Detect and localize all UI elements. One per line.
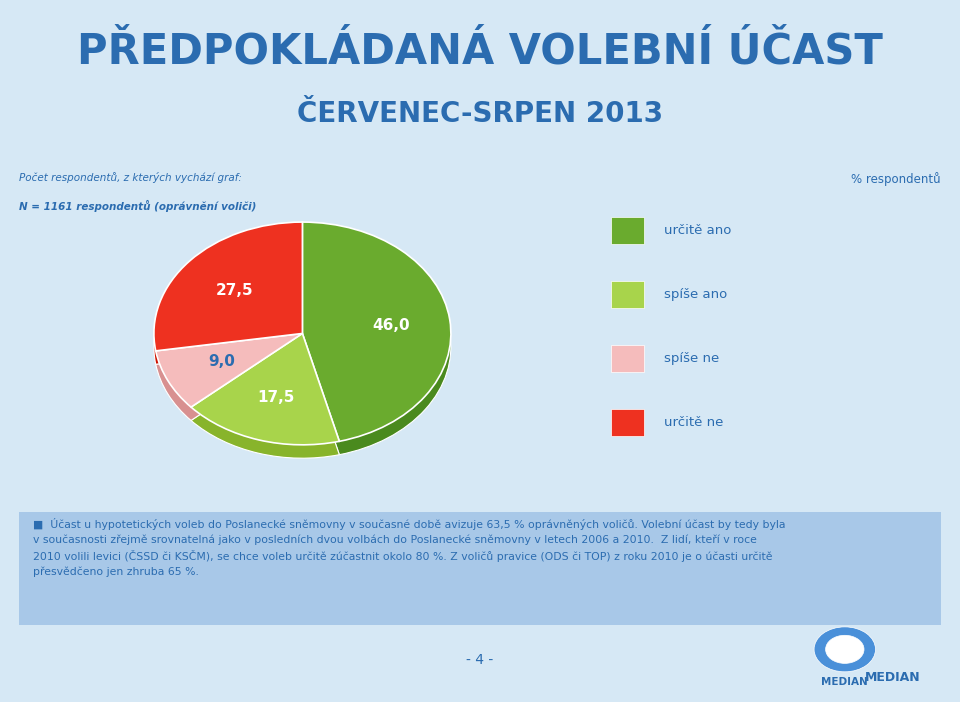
Text: ČERVENEC-SRPEN 2013: ČERVENEC-SRPEN 2013 bbox=[297, 100, 663, 128]
Circle shape bbox=[826, 635, 864, 663]
Wedge shape bbox=[191, 347, 339, 458]
Text: N = 1161 respondentů (oprávnění voliči): N = 1161 respondentů (oprávnění voliči) bbox=[19, 200, 256, 212]
Text: 46,0: 46,0 bbox=[372, 317, 410, 333]
Text: % respondentů: % respondentů bbox=[852, 172, 941, 186]
Wedge shape bbox=[191, 333, 339, 445]
Text: 27,5: 27,5 bbox=[216, 282, 253, 298]
Text: MEDIAN: MEDIAN bbox=[822, 677, 868, 687]
Text: ■  Účast u hypotetických voleb do Poslanecké sněmovny v současné době avizuje 63: ■ Účast u hypotetických voleb do Poslane… bbox=[33, 518, 785, 576]
Text: spíše ano: spíše ano bbox=[663, 288, 727, 301]
FancyBboxPatch shape bbox=[612, 409, 644, 436]
Text: 9,0: 9,0 bbox=[208, 355, 235, 369]
Text: - 4 -: - 4 - bbox=[467, 653, 493, 666]
Circle shape bbox=[814, 627, 876, 672]
Wedge shape bbox=[154, 222, 302, 351]
Text: určitě ano: určitě ano bbox=[663, 224, 731, 237]
Text: 17,5: 17,5 bbox=[257, 390, 295, 405]
FancyBboxPatch shape bbox=[612, 282, 644, 308]
Wedge shape bbox=[302, 235, 451, 455]
Text: Počet respondentů, z kterých vychází graf:: Počet respondentů, z kterých vychází gra… bbox=[19, 172, 242, 183]
Text: určitě ne: určitě ne bbox=[663, 416, 723, 429]
FancyBboxPatch shape bbox=[612, 345, 644, 372]
Wedge shape bbox=[154, 235, 302, 364]
Text: MEDIAN: MEDIAN bbox=[865, 671, 921, 684]
FancyBboxPatch shape bbox=[612, 217, 644, 244]
Wedge shape bbox=[156, 333, 302, 407]
Text: PŘEDPOKLÁDANÁ VOLEBNÍ ÚČAST: PŘEDPOKLÁDANÁ VOLEBNÍ ÚČAST bbox=[77, 31, 883, 73]
Wedge shape bbox=[156, 347, 302, 420]
Wedge shape bbox=[302, 222, 451, 442]
FancyBboxPatch shape bbox=[1, 510, 959, 627]
Text: spíše ne: spíše ne bbox=[663, 352, 719, 365]
